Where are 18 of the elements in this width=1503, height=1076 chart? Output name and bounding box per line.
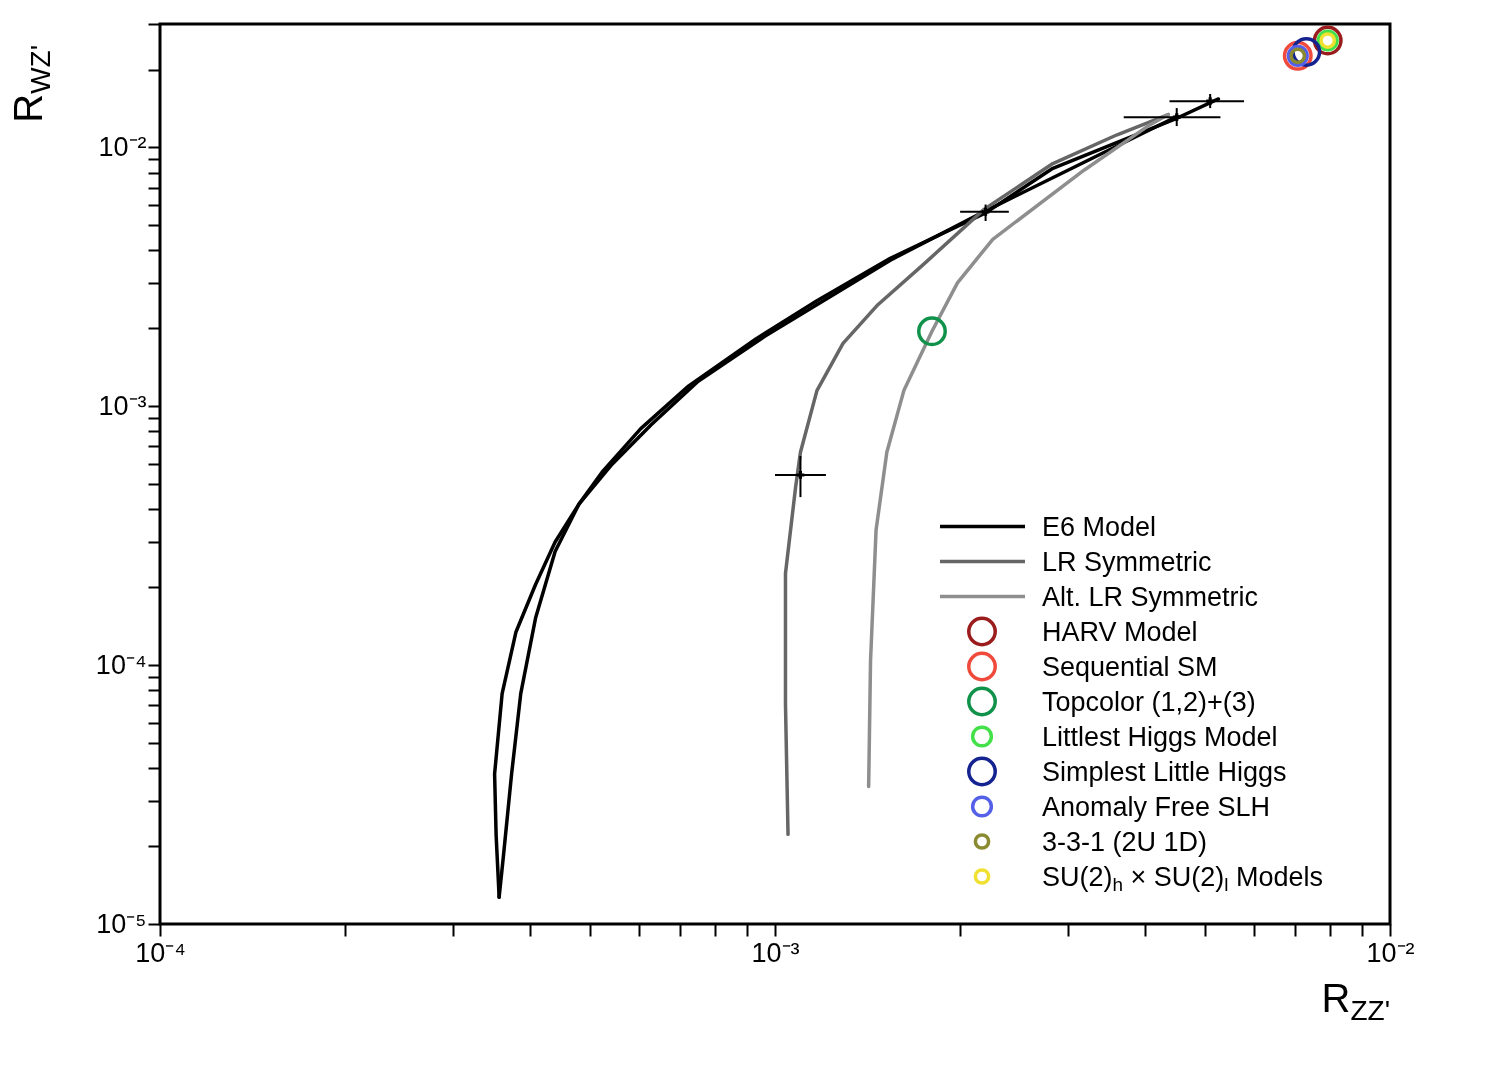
legend-label: Sequential SM — [1042, 652, 1218, 682]
legend-label: E6 Model — [1042, 512, 1157, 542]
legend-label: Littlest Higgs Model — [1042, 722, 1278, 752]
y-tick-label: 10⁻⁴ — [95, 649, 147, 680]
legend-label: Simplest Little Higgs — [1042, 757, 1287, 787]
y-tick-label: 10⁻³ — [98, 390, 147, 421]
y-tick-label: 10⁻² — [98, 132, 147, 162]
x-tick-label: 10⁻² — [1366, 937, 1415, 968]
legend-label: 3-3-1 (2U 1D) — [1042, 827, 1208, 857]
legend-label: Anomaly Free SLH — [1042, 792, 1271, 822]
y-tick-label: 10⁻⁵ — [96, 908, 147, 939]
y-axis-title: RWZ' — [6, 44, 56, 123]
legend-label: Alt. LR Symmetric — [1042, 582, 1259, 612]
x-tick-label: 10⁻³ — [751, 937, 800, 968]
legend-label: LR Symmetric — [1042, 547, 1212, 577]
x-tick-label: 10⁻⁴ — [135, 937, 186, 968]
legend-label: HARV Model — [1042, 617, 1198, 647]
legend-label: Topcolor (1,2)+(3) — [1042, 687, 1256, 717]
